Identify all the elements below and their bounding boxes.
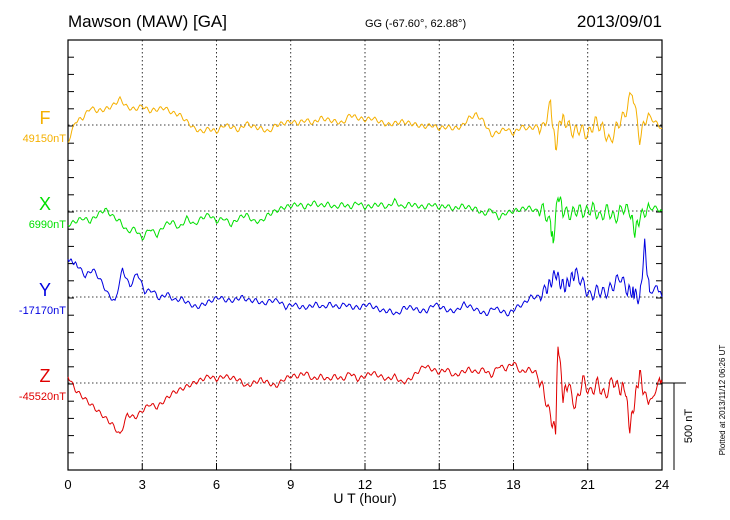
- x-tick-label: 21: [581, 477, 595, 492]
- coordinates-label: GG (-67.60°, 62.88°): [365, 18, 466, 30]
- x-tick-label: 9: [287, 477, 294, 492]
- component-baseline-f: 49150nT: [23, 133, 67, 145]
- x-tick-label: 18: [506, 477, 520, 492]
- x-tick-label: 12: [358, 477, 372, 492]
- component-baseline-z: -45520nT: [19, 391, 66, 403]
- station-title: Mawson (MAW) [GA]: [68, 12, 227, 31]
- series-line-y: [67, 238, 663, 317]
- component-letter-y: Y: [39, 280, 51, 300]
- grid-layer: [68, 40, 662, 470]
- x-tick-label: 24: [655, 477, 669, 492]
- component-letter-x: X: [39, 194, 51, 214]
- component-letter-z: Z: [40, 366, 51, 386]
- x-tick-label: 3: [139, 477, 146, 492]
- series-line-f: [67, 91, 663, 151]
- date-label: 2013/09/01: [577, 12, 662, 31]
- series-line-z: [67, 346, 663, 435]
- x-ticks: 0 3 6 9 12 15 18 21 24: [64, 39, 669, 492]
- x-tick-label: 6: [213, 477, 220, 492]
- component-letter-f: F: [40, 108, 51, 128]
- scale-bar-label: 500 nT: [683, 409, 695, 444]
- component-labels: F 49150nT X 6990nT Y -17170nT Z -45520nT: [19, 108, 66, 403]
- x-tick-label: 15: [432, 477, 446, 492]
- x-axis-label: U T (hour): [333, 490, 396, 506]
- series-line-x: [67, 196, 663, 244]
- plotted-timestamp: Plotted at 2013/11/12 06:26 UT: [718, 345, 727, 456]
- x-tick-label: 0: [64, 477, 71, 492]
- series-layer: [67, 91, 663, 435]
- component-baseline-x: 6990nT: [29, 219, 67, 231]
- component-baseline-y: -17170nT: [19, 305, 66, 317]
